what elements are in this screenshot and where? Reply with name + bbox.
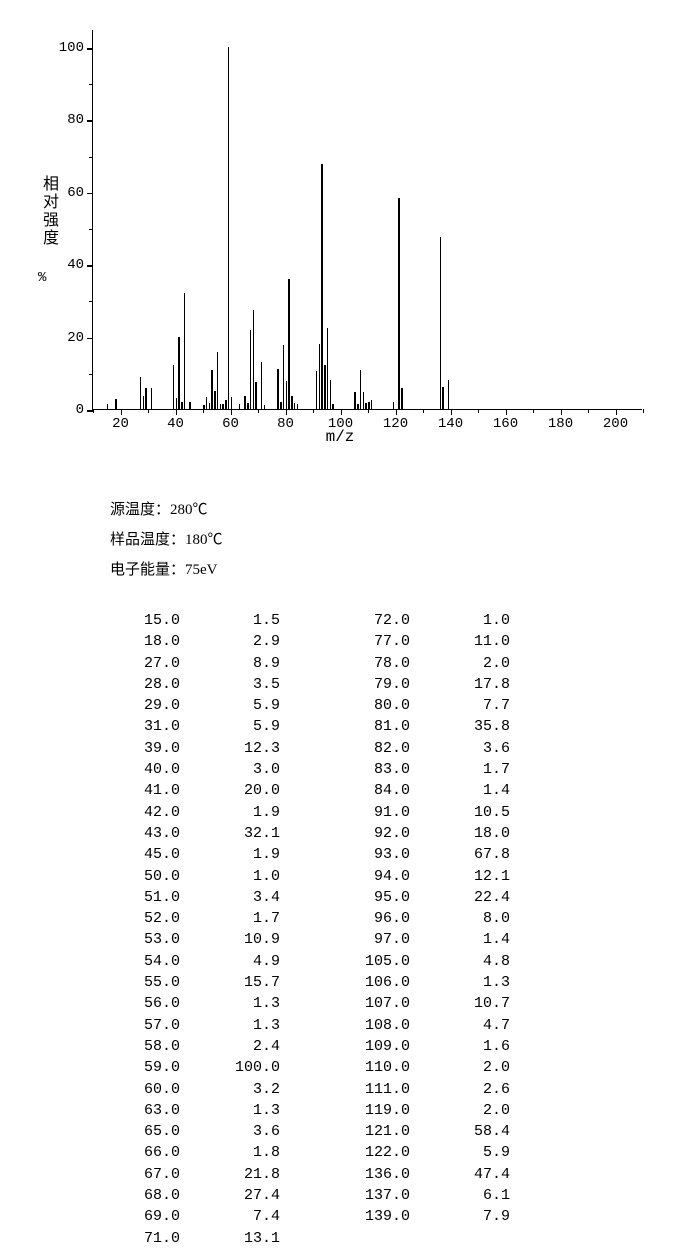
- spectrum-peak: [206, 397, 208, 409]
- spectrum-peak: [332, 404, 334, 409]
- x-tick-label: 80: [277, 416, 294, 432]
- y-tick-label: 0: [76, 402, 84, 418]
- spectrum-peak: [319, 344, 321, 409]
- spectrum-peak: [297, 404, 299, 409]
- spectrum-peak: [115, 399, 117, 409]
- spectrum-peak: [264, 405, 266, 409]
- spectrum-peak: [173, 365, 175, 410]
- spectrum-peak: [363, 392, 365, 409]
- spectrum-peak: [440, 237, 442, 409]
- source-temp-row: 源温度：280℃: [110, 495, 696, 525]
- x-tick-label: 200: [603, 416, 628, 432]
- spectrum-peak: [360, 370, 362, 409]
- spectrum-peak: [220, 404, 222, 409]
- spectrum-peak: [401, 388, 403, 409]
- spectrum-peak: [143, 396, 145, 409]
- spectrum-peak: [365, 403, 367, 409]
- spectrum-peak: [283, 345, 285, 409]
- spectrum-peak: [231, 397, 233, 409]
- spectrum-peak: [225, 400, 227, 409]
- y-axis-unit: %: [38, 270, 46, 286]
- spectrum-peak: [209, 403, 211, 409]
- spectrum-peak: [222, 404, 224, 409]
- electron-energy-value: 75eV: [185, 562, 218, 578]
- spectrum-peak: [294, 403, 296, 409]
- x-tick-label: 140: [438, 416, 463, 432]
- spectrum-peak: [184, 293, 186, 409]
- col1-mz-values: 15.0 18.0 27.0 28.0 29.0 31.0 39.0 40.0 …: [110, 610, 180, 1249]
- electron-energy-row: 电子能量：75eV: [110, 555, 696, 585]
- spectrum-peak: [247, 403, 249, 410]
- x-tick-label: 60: [222, 416, 239, 432]
- table-column-2: 72.0 77.0 78.0 79.0 80.0 81.0 82.0 83.0 …: [340, 610, 510, 1249]
- x-tick-label: 40: [167, 416, 184, 432]
- spectrum-peak: [211, 370, 213, 409]
- spectrum-peak: [398, 198, 400, 409]
- electron-energy-label: 电子能量：: [110, 562, 185, 578]
- peak-data-table: 15.0 18.0 27.0 28.0 29.0 31.0 39.0 40.0 …: [110, 610, 696, 1249]
- spectrum-peak: [176, 398, 178, 409]
- spectrum-peak: [286, 381, 288, 409]
- spectrum-peak: [357, 404, 359, 409]
- spectrum-peak: [368, 402, 370, 409]
- spectrum-peak: [151, 388, 153, 409]
- spectrum-peak: [181, 402, 183, 409]
- spectrum-peak: [371, 400, 373, 409]
- mass-spectrum-chart: 相对强度 % 020406080100204060801001201401601…: [20, 10, 660, 450]
- x-tick-label: 160: [493, 416, 518, 432]
- col2-intensity-values: 1.0 11.0 2.0 17.8 7.7 35.8 3.6 1.7 1.4 1…: [430, 610, 510, 1249]
- spectrum-peak: [250, 330, 252, 409]
- x-tick-label: 180: [548, 416, 573, 432]
- spectrum-peak: [145, 388, 147, 409]
- x-tick-label: 20: [112, 416, 129, 432]
- spectrum-peak: [239, 404, 241, 409]
- y-tick-label: 80: [67, 112, 84, 128]
- spectrum-peak: [189, 402, 191, 409]
- x-tick-label: 120: [383, 416, 408, 432]
- spectrum-peak: [324, 365, 326, 409]
- y-tick-label: 40: [67, 257, 84, 273]
- spectrum-peak: [140, 377, 142, 409]
- y-tick-label: 20: [67, 330, 84, 346]
- spectrum-peak: [277, 369, 279, 409]
- spectrum-peak: [330, 380, 332, 409]
- spectrum-peak: [203, 405, 205, 409]
- spectrum-peak: [354, 392, 356, 409]
- spectrum-peak: [261, 362, 263, 409]
- spectrum-peak: [107, 404, 109, 409]
- col2-mz-values: 72.0 77.0 78.0 79.0 80.0 81.0 82.0 83.0 …: [340, 610, 410, 1249]
- spectrum-peak: [280, 402, 282, 409]
- y-tick-label: 60: [67, 185, 84, 201]
- spectrum-peak: [291, 396, 293, 409]
- sample-temp-row: 样品温度：180℃: [110, 525, 696, 555]
- spectrum-peak: [442, 387, 444, 409]
- spectrum-peak: [253, 310, 255, 409]
- sample-temp-value: 180℃: [185, 532, 223, 548]
- spectrum-peak: [217, 352, 219, 409]
- spectrum-peak: [316, 371, 318, 409]
- sample-temp-label: 样品温度：: [110, 532, 185, 548]
- spectrum-peak: [327, 328, 329, 409]
- spectrum-peak: [321, 164, 323, 409]
- col1-intensity-values: 1.5 2.9 8.9 3.5 5.9 5.9 12.3 3.0 20.0 1.…: [200, 610, 280, 1249]
- x-axis-title: m/z: [326, 428, 355, 446]
- spectrum-peak: [244, 396, 246, 409]
- metadata-block: 源温度：280℃ 样品温度：180℃ 电子能量：75eV: [110, 495, 696, 585]
- y-tick-label: 100: [59, 40, 84, 56]
- spectrum-peak: [214, 391, 216, 409]
- plot-area: 02040608010020406080100120140160180200: [92, 30, 642, 410]
- spectrum-peak: [228, 47, 230, 409]
- spectrum-peak: [288, 279, 290, 409]
- y-axis-title: 相对强度: [36, 175, 60, 247]
- source-temp-value: 280℃: [170, 502, 208, 518]
- source-temp-label: 源温度：: [110, 502, 170, 518]
- spectrum-peak: [448, 380, 450, 409]
- table-column-1: 15.0 18.0 27.0 28.0 29.0 31.0 39.0 40.0 …: [110, 610, 280, 1249]
- spectrum-peak: [178, 337, 180, 409]
- spectrum-peak: [393, 402, 395, 409]
- spectrum-peak: [255, 382, 257, 409]
